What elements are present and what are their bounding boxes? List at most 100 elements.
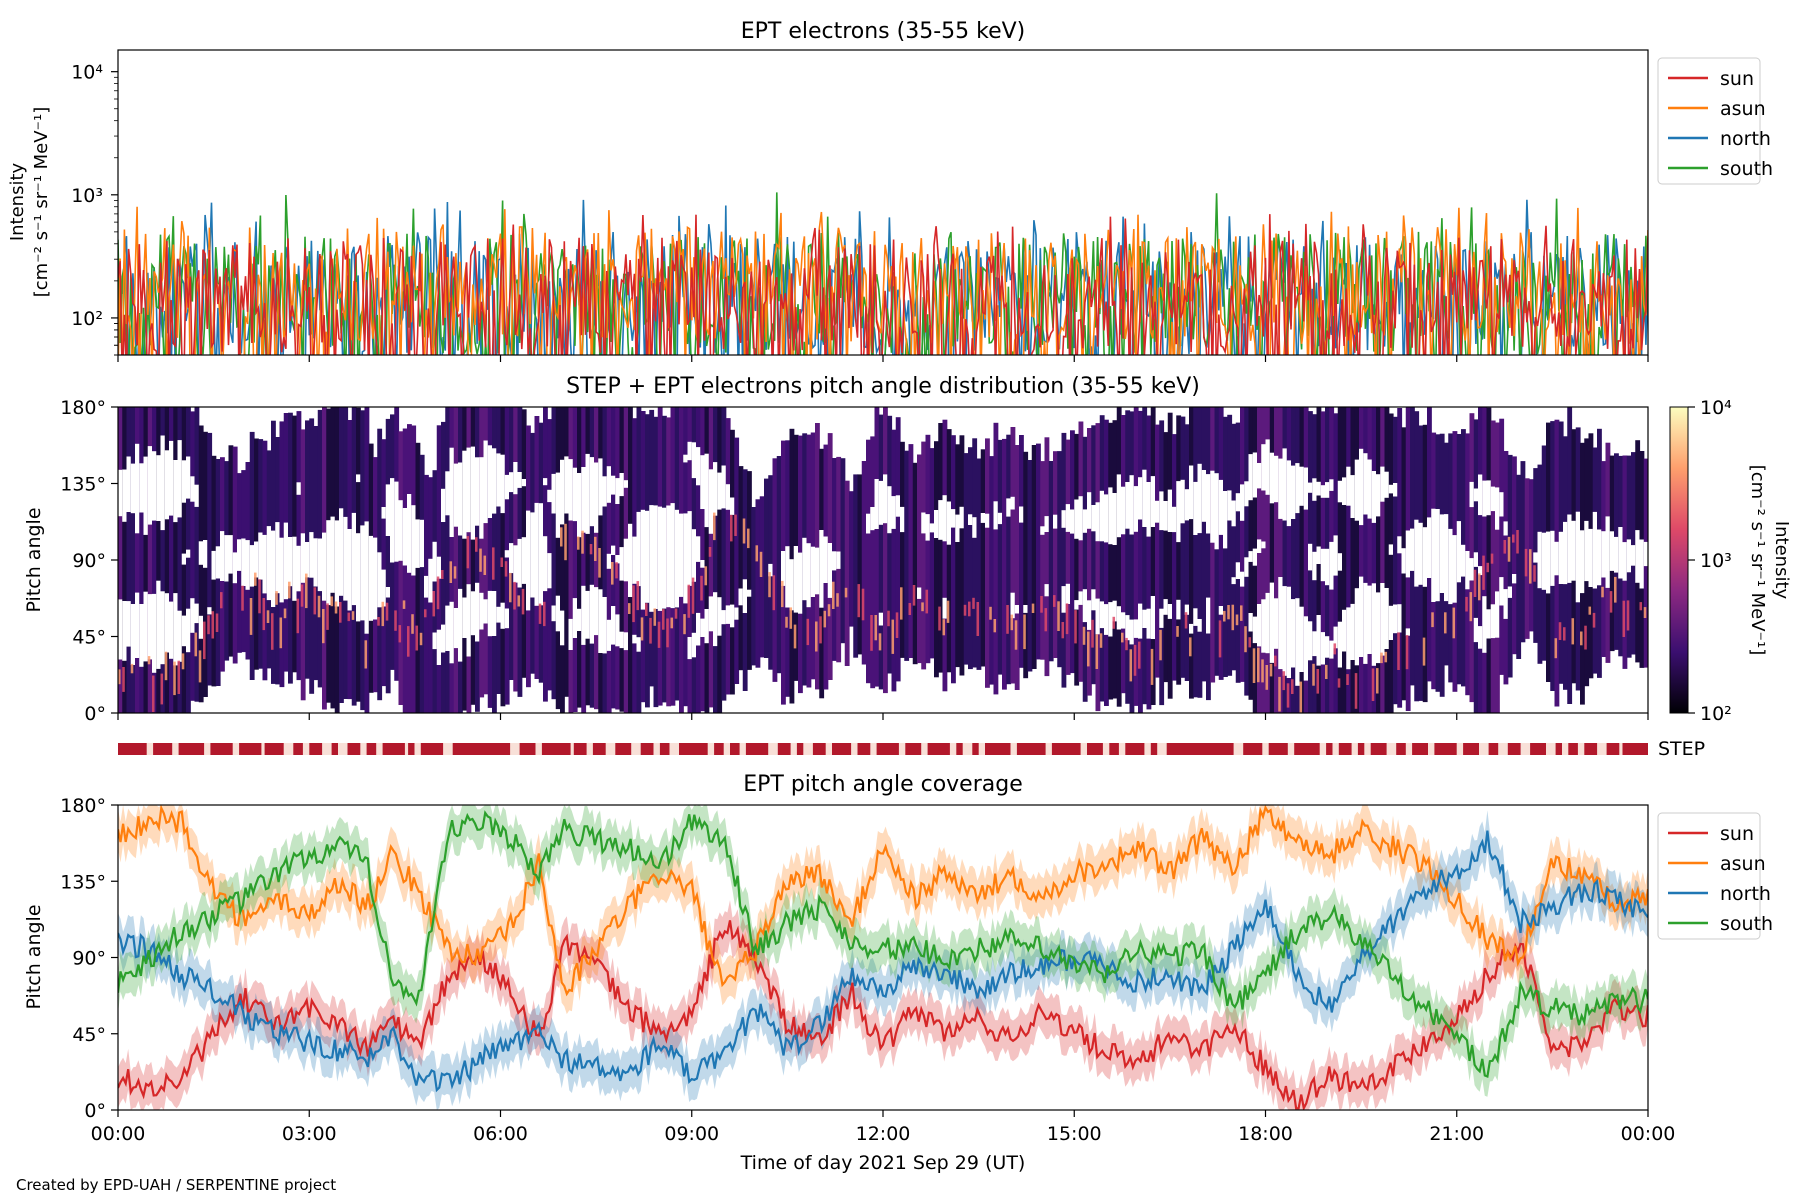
pad-high-intensity: [449, 561, 453, 583]
step-segment: [309, 743, 323, 755]
pad-gap: [300, 533, 306, 583]
pad-high-intensity: [781, 580, 784, 608]
pad-high-intensity: [1112, 616, 1116, 629]
pad-column: [577, 407, 582, 708]
pad-gap: [1465, 551, 1471, 590]
pad-gap: [1333, 535, 1339, 576]
pad-column: [708, 407, 714, 708]
pad-high-intensity: [241, 585, 244, 611]
pad-column: [1027, 460, 1033, 672]
pad-gap: [1044, 584, 1050, 597]
pad-gap: [1320, 485, 1326, 498]
legend-box: [1657, 57, 1761, 185]
pad-gap: [181, 460, 187, 503]
pad-gap: [589, 584, 595, 644]
pad-high-intensity: [381, 601, 385, 627]
step-segment: [1463, 743, 1479, 755]
pad-column: [194, 407, 200, 702]
pad-high-intensity: [1023, 614, 1026, 650]
step-segment: [745, 743, 769, 755]
coverage-line-sun: [118, 920, 1648, 1110]
panel1-ylabel-line1: Intensity: [7, 162, 28, 241]
step-segment: [239, 743, 262, 755]
pad-column: [496, 407, 502, 694]
pad-column: [721, 407, 727, 701]
panel1-y-axis: 10² 10³ 10⁴: [71, 62, 118, 356]
pad-high-intensity: [1184, 612, 1188, 629]
pad-high-intensity: [1218, 620, 1222, 658]
pad-column: [500, 407, 506, 707]
pad-column: [1350, 407, 1356, 713]
pad-gap: [585, 453, 591, 534]
pad-gap: [1257, 604, 1262, 647]
pad-column: [900, 441, 905, 658]
pad-gap: [623, 480, 629, 488]
pad-gap: [1410, 528, 1415, 571]
pad-high-intensity: [509, 572, 512, 603]
pad-gap: [402, 508, 408, 566]
pad-column: [1499, 418, 1505, 675]
pad-column: [1095, 423, 1101, 712]
pad-column: [751, 507, 757, 666]
pad-gap: [207, 607, 213, 615]
pad-gap: [1337, 621, 1343, 668]
pad-gap: [1065, 504, 1071, 532]
pad-column: [152, 407, 157, 713]
pad-high-intensity: [649, 617, 652, 644]
pad-column: [173, 407, 179, 713]
panel2-title: STEP + EPT electrons pitch angle distrib…: [566, 374, 1200, 399]
pad-gap: [832, 551, 837, 571]
step-segment: [1622, 743, 1648, 755]
pad-gap: [827, 543, 833, 598]
intensity-series-group: [118, 192, 1648, 355]
pad-high-intensity: [351, 611, 355, 620]
pad-gap: [1482, 480, 1488, 517]
pad-high-intensity: [594, 536, 597, 561]
pad-gap: [1061, 586, 1067, 613]
pad-gap: [1138, 603, 1143, 639]
pad-column: [1184, 424, 1190, 681]
pad-column: [415, 442, 421, 713]
pad-gap: [696, 536, 701, 562]
pad-high-intensity: [878, 633, 882, 651]
pad-high-intensity: [1312, 663, 1315, 686]
pad-high-intensity: [492, 547, 495, 580]
pad-gap: [1010, 592, 1016, 619]
pad-column: [296, 411, 302, 681]
pad-gap: [1354, 459, 1360, 521]
pad-gap: [619, 547, 625, 581]
pad-column: [1495, 422, 1500, 713]
pad-gap: [1099, 601, 1105, 629]
pad-gap: [1350, 475, 1356, 518]
pad-gap: [798, 552, 803, 614]
pad-gap: [1614, 536, 1619, 573]
pad-high-intensity: [946, 600, 950, 623]
pad-gap: [1227, 490, 1233, 521]
pad-high-intensity: [772, 575, 776, 611]
pad-high-intensity: [615, 562, 618, 579]
pad-gap: [636, 637, 642, 652]
pad-column: [1512, 456, 1517, 655]
pad-column: [1112, 420, 1118, 699]
pad-gap: [1359, 576, 1364, 657]
panel1-title: EPT electrons (35-55 keV): [741, 19, 1026, 44]
pad-heatmap: [118, 407, 1648, 713]
step-segment: [615, 743, 632, 755]
pad-column: [589, 407, 595, 708]
pad-high-intensity: [925, 589, 929, 614]
pad-high-intensity: [1371, 668, 1375, 701]
pad-gap: [296, 482, 302, 495]
coverage-panel: EPT pitch angle coverage 0° 45° 90° 135° 180…: [23, 772, 1773, 1174]
pad-high-intensity: [1486, 562, 1490, 573]
coverage-band-sun: [118, 900, 1648, 1110]
pad-gap: [130, 463, 136, 514]
pad-gap: [1261, 541, 1267, 549]
pad-gap: [708, 596, 714, 632]
pad-column: [1363, 407, 1369, 713]
pad-high-intensity: [662, 609, 665, 630]
pad-gap: [1172, 506, 1177, 533]
pad-column: [551, 407, 557, 700]
pad-gap: [1393, 483, 1398, 497]
pad-gap: [1554, 541, 1560, 576]
pad-gap: [951, 509, 956, 528]
